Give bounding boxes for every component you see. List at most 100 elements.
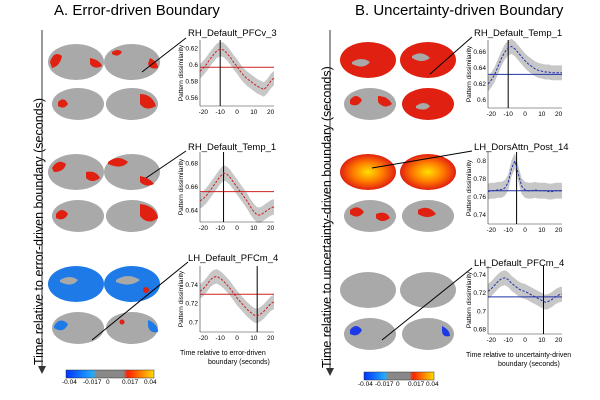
brain-b3 [340, 272, 456, 350]
y-tick-label: 0.66 [185, 184, 198, 191]
region-label-b3: LH_Default_PFCm_4 [474, 258, 565, 269]
colorbar-a-tick: -0.04 [62, 379, 77, 386]
y-tick-label: 0.8 [477, 158, 486, 165]
y-tick-label: 0.62 [473, 81, 486, 88]
y-tick-label: 0.72 [185, 301, 198, 308]
y-axis-label: Pattern dissimilarity [178, 44, 185, 101]
x-tick-label: 0 [235, 225, 239, 232]
region-label-a1: RH_Default_PFCv_3 [188, 28, 277, 39]
y-tick-label: 0.74 [473, 272, 486, 279]
y-axis-label: Pattern dissimilarity [178, 158, 185, 215]
region-label-b1: RH_Default_Temp_1 [474, 28, 563, 39]
x-tick-label: 20 [555, 337, 563, 344]
brain-a2 [48, 154, 160, 232]
confidence-ribbon [200, 269, 274, 324]
colorbar-b-tick: 0.017 [408, 381, 425, 388]
x-tick-label: 0 [235, 335, 239, 342]
x-tick-label: -20 [487, 227, 497, 234]
x-tick-label: -20 [487, 337, 497, 344]
x-tick-label: 20 [267, 225, 275, 232]
y-tick-label: 0.56 [185, 95, 198, 102]
panel-a-xlabel-line2: boundary (seconds) [208, 359, 270, 366]
brain-b1 [340, 42, 456, 120]
y-tick-label: 0.66 [473, 49, 486, 56]
time-arrows [38, 30, 334, 376]
y-tick-label: 0.64 [185, 207, 198, 214]
panel-a-xlabel-line1: Time relative to error-driven [180, 350, 266, 357]
x-tick-label: -20 [199, 109, 209, 116]
y-tick-label: 0.6 [189, 62, 198, 69]
x-tick-label: 20 [267, 109, 275, 116]
colorbar-a-tick: 0 [106, 379, 110, 386]
y-tick-label: 0.72 [473, 290, 486, 297]
confidence-ribbon [488, 270, 562, 310]
x-tick-label: -10 [215, 109, 225, 116]
y-tick-label: 0.76 [473, 194, 486, 201]
region-label-a2: RH_Default_Temp_1 [188, 142, 277, 153]
y-tick-label: 0.78 [473, 176, 486, 183]
x-tick-label: 10 [538, 111, 546, 118]
x-tick-label: 0 [523, 227, 527, 234]
colorbar-b-tick: -0.04 [358, 381, 373, 388]
brain-a1 [48, 44, 160, 120]
x-tick-label: 20 [555, 227, 563, 234]
colorbar-b [363, 371, 435, 381]
series-line [487, 45, 562, 85]
y-tick-label: 0.68 [185, 161, 198, 168]
x-tick-label: -20 [487, 111, 497, 118]
colorbar-b-tick: 0.04 [426, 381, 439, 388]
x-tick-label: -10 [215, 225, 225, 232]
panel-b-xlabel-line1: Time relative to uncertainty-driven [466, 352, 572, 359]
confidence-ribbon [200, 165, 274, 223]
panel-b-xlabel-line2: boundary (seconds) [498, 361, 560, 368]
region-label-a3: LH_Default_PFCm_4 [188, 253, 279, 264]
x-tick-label: 10 [250, 109, 258, 116]
series-line [487, 277, 563, 303]
panel-a-title: A. Error-driven Boundary [54, 2, 220, 19]
x-tick-label: -20 [199, 225, 209, 232]
pointer-lines [91, 36, 473, 341]
x-tick-label: -10 [215, 335, 225, 342]
y-axis-label: Pattern dissimilarity [178, 270, 185, 327]
colorbar-b-tick: -0.017 [375, 381, 394, 388]
panel-b-title: B. Uncertainty-driven Boundary [355, 2, 564, 19]
confidence-ribbon [200, 41, 274, 97]
y-tick-label: 0.6 [477, 97, 486, 104]
series-line [199, 172, 275, 216]
y-axis-label: Pattern dissimilarity [466, 159, 473, 216]
chart-5: -20 -10 0 10 20 0.74 0.76 0.78 0.8 Pattern dissim… [466, 152, 563, 234]
colorbar-a-tick: -0.017 [83, 379, 102, 386]
x-tick-label: -10 [503, 111, 513, 118]
y-tick-label: 0.74 [473, 212, 486, 219]
series-line [199, 275, 275, 317]
colorbar-a [65, 369, 155, 379]
region-label-b2: LH_DorsAttn_Post_14 [474, 142, 569, 153]
x-tick-label: 20 [267, 335, 275, 342]
x-tick-label: 0 [235, 109, 239, 116]
y-tick-label: 0.7 [189, 320, 198, 327]
y-tick-label: 0.58 [185, 78, 198, 85]
brain-b2 [340, 154, 456, 232]
confidence-ribbon [488, 38, 562, 92]
colorbar-a-tick: 0.017 [122, 379, 139, 386]
x-tick-label: -10 [503, 227, 513, 234]
y-tick-label: 0.7 [477, 308, 486, 315]
x-tick-label: 10 [538, 227, 546, 234]
x-tick-label: 10 [250, 225, 258, 232]
colorbar-a-tick: 0.04 [144, 379, 157, 386]
colorbar-b-tick: 0 [396, 381, 400, 388]
x-tick-label: 10 [250, 335, 258, 342]
series-line [199, 48, 275, 91]
x-tick-label: 0 [523, 337, 527, 344]
x-tick-label: -20 [199, 335, 209, 342]
y-tick-label: 0.64 [473, 65, 486, 72]
x-tick-label: 0 [523, 111, 527, 118]
y-axis-label: Pattern dissimilarity [466, 45, 473, 102]
series-line [487, 159, 562, 193]
